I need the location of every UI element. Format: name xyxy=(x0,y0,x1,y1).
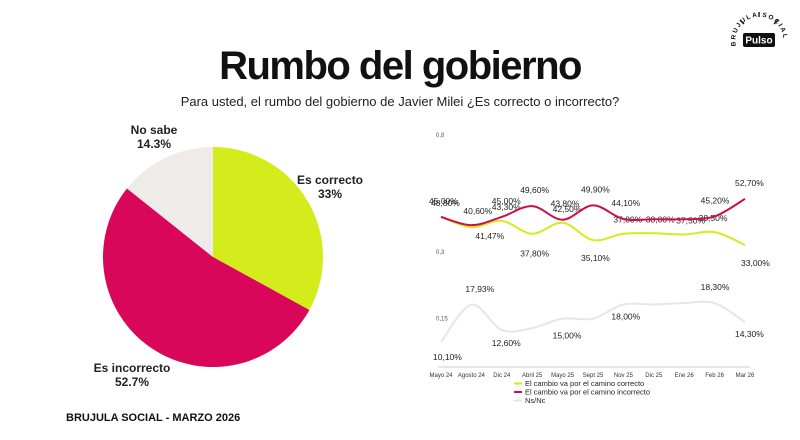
data-label: 44,10% xyxy=(611,198,640,208)
x-tick-label: Agosto 24 xyxy=(458,373,486,379)
data-label: 17,93% xyxy=(465,284,494,294)
data-label: 18,00% xyxy=(611,311,640,321)
data-label: 42,50% xyxy=(553,204,582,214)
page-subtitle: Para usted, el rumbo del gobierno de Jav… xyxy=(180,94,620,109)
legend-label: Ns/Nc xyxy=(525,396,546,405)
data-label: 49,90% xyxy=(581,184,610,194)
x-tick-label: Mayo 25 xyxy=(551,373,575,379)
y-tick-label: 0,8 xyxy=(436,133,445,139)
y-tick-label: 0,15 xyxy=(436,317,448,323)
data-label: 43,30% xyxy=(492,202,521,212)
data-label: 37,50% xyxy=(676,215,705,225)
pulso-logo: BRUJULA SOCIAL Pulso xyxy=(730,12,787,47)
y-tick-label: 0,3 xyxy=(436,250,445,256)
x-tick-label: Dic 24 xyxy=(493,373,511,379)
x-tick-label: Ene 26 xyxy=(675,373,695,379)
x-tick-label: Nov 25 xyxy=(614,373,634,379)
data-label: 45,00% xyxy=(492,196,521,206)
data-label: 18,30% xyxy=(701,282,730,292)
page-title: Rumbo del gobierno xyxy=(219,44,582,88)
series-line xyxy=(440,215,746,246)
x-tick-label: Feb 26 xyxy=(705,373,724,379)
data-label: 14,30% xyxy=(735,329,764,339)
data-label: 40,60% xyxy=(463,206,492,216)
legend-label: El cambio va por el camino correcto xyxy=(525,379,644,388)
x-tick-label: Mayo 24 xyxy=(429,373,453,379)
data-label: 33,00% xyxy=(741,258,770,268)
footer-source: BRUJULA SOCIAL - MARZO 2026 xyxy=(66,412,241,424)
data-label: 52,70% xyxy=(735,178,764,188)
data-label: 37,80% xyxy=(520,249,549,259)
data-label: 15,00% xyxy=(553,331,582,341)
x-tick-label: Sept 25 xyxy=(583,373,604,379)
data-label: 41,47% xyxy=(475,231,504,241)
x-tick-label: Dic 25 xyxy=(645,373,663,379)
legend-label: El cambio va por el camino incorrecto xyxy=(525,388,650,397)
x-tick-label: Mar 26 xyxy=(736,373,755,379)
logo-brand: Pulso xyxy=(745,36,772,47)
data-label: 10,10% xyxy=(433,352,462,362)
data-label: 49,60% xyxy=(520,185,549,195)
data-label: 35,10% xyxy=(581,253,610,263)
data-label: 38,50% xyxy=(699,213,728,223)
data-label: 45,00% xyxy=(429,196,458,206)
series-line xyxy=(440,300,746,343)
x-tick-label: Abril 25 xyxy=(522,373,543,379)
series-line xyxy=(440,198,746,227)
data-label: 48,80% xyxy=(431,198,460,208)
data-label: 43,80% xyxy=(551,199,580,209)
data-label: 45,20% xyxy=(701,195,730,205)
data-label: 12,60% xyxy=(492,338,521,348)
